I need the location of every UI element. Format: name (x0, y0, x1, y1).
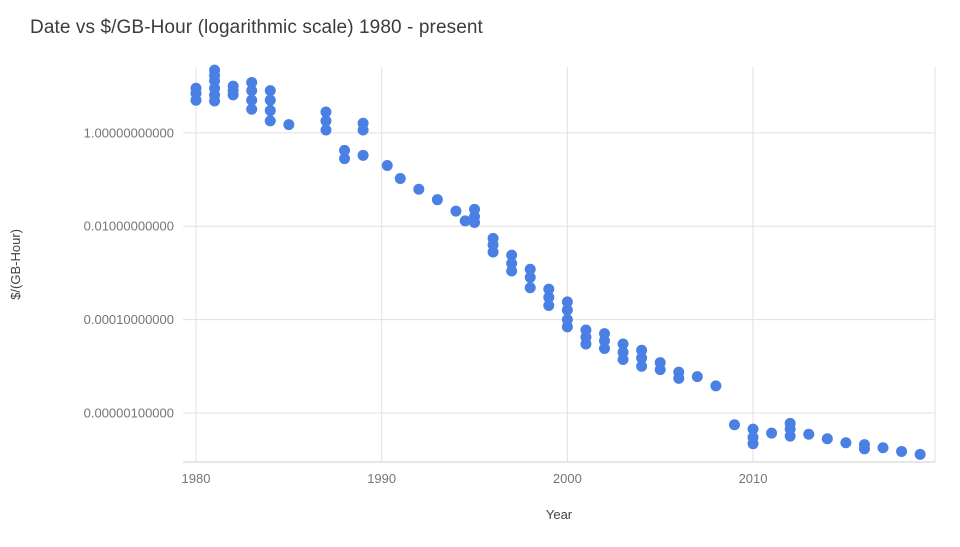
data-point (431, 194, 443, 206)
data-point (246, 85, 258, 97)
data-point (580, 338, 592, 350)
data-point (598, 343, 610, 355)
data-point (543, 283, 555, 295)
x-tick-label: 2010 (739, 471, 768, 486)
data-point (543, 291, 555, 303)
data-point (543, 300, 555, 312)
data-point (246, 76, 258, 88)
data-point (246, 94, 258, 106)
data-point (320, 124, 332, 136)
data-point (598, 335, 610, 347)
data-point (394, 173, 406, 185)
y-tick-label: 0.00010000000 (84, 312, 174, 327)
data-point (357, 124, 369, 136)
data-point (654, 364, 666, 376)
data-point (561, 321, 573, 333)
y-tick-label: 1.00000000000 (84, 125, 174, 140)
data-point (209, 95, 221, 107)
x-tick-label: 2000 (553, 471, 582, 486)
y-tick-label: 0.01000000000 (84, 219, 174, 234)
data-point (246, 103, 258, 115)
data-point (691, 371, 703, 383)
data-point (264, 85, 276, 97)
data-point (357, 149, 369, 161)
data-point (190, 94, 202, 106)
data-point (283, 119, 295, 131)
data-point (728, 419, 740, 431)
x-axis-title: Year (545, 507, 573, 522)
data-point (339, 153, 351, 165)
data-point (264, 94, 276, 106)
data-point (636, 360, 648, 372)
data-point (766, 427, 778, 439)
data-point (506, 257, 518, 269)
data-point (506, 265, 518, 277)
data-point (914, 448, 926, 460)
data-point (636, 352, 648, 364)
data-point (710, 380, 722, 392)
data-point (673, 372, 685, 384)
data-point (264, 105, 276, 117)
data-point (747, 423, 759, 435)
data-point (524, 282, 536, 294)
data-point (506, 249, 518, 261)
data-point (840, 437, 852, 449)
data-point (858, 443, 870, 455)
data-point (413, 183, 425, 195)
x-tick-label: 1980 (182, 471, 211, 486)
data-point (227, 89, 239, 101)
data-point (617, 353, 629, 365)
data-point (339, 144, 351, 156)
data-point (264, 115, 276, 127)
data-point (320, 106, 332, 118)
data-point (381, 159, 393, 171)
data-point (747, 438, 759, 450)
data-point (617, 338, 629, 350)
data-point (469, 217, 481, 229)
data-point (636, 344, 648, 356)
chart-title: Date vs $/GB-Hour (logarithmic scale) 19… (30, 17, 483, 38)
data-point (877, 442, 889, 454)
data-point (784, 430, 796, 442)
data-point (561, 296, 573, 308)
data-point (524, 263, 536, 275)
x-tick-label: 1990 (367, 471, 396, 486)
y-tick-label: 0.00000100000 (84, 405, 174, 420)
data-point (561, 304, 573, 316)
data-point (450, 205, 462, 217)
data-point (896, 445, 908, 457)
data-point (803, 428, 815, 440)
data-point (487, 246, 499, 258)
data-point (821, 433, 833, 445)
data-point (524, 271, 536, 283)
data-point (459, 215, 471, 227)
data-point (320, 115, 332, 127)
